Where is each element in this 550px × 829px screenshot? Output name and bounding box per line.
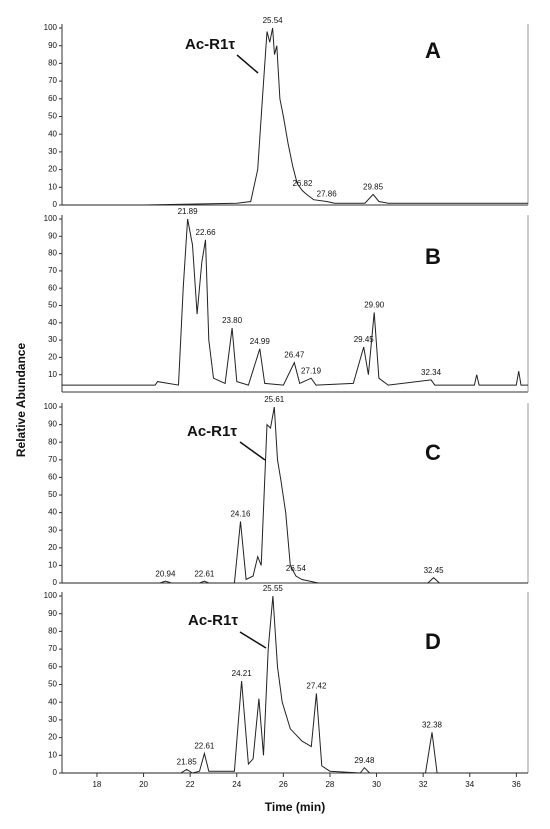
x-tick-label: 22 — [186, 780, 195, 789]
y-tick-label: 30 — [48, 147, 57, 156]
y-tick-label: 50 — [48, 680, 57, 689]
peak-label: 25.61 — [264, 395, 285, 404]
peak-label: 22.66 — [196, 228, 217, 237]
peak-label: 24.99 — [250, 337, 271, 346]
peak-label: 26.54 — [286, 564, 307, 573]
x-tick-label: 20 — [139, 780, 148, 789]
y-tick-label: 80 — [48, 59, 57, 68]
panel-letter: C — [425, 440, 441, 465]
peak-label: 32.45 — [424, 566, 445, 575]
peak-label: 25.54 — [263, 16, 284, 25]
y-tick-label: 30 — [48, 715, 57, 724]
y-tick-label: 60 — [48, 283, 57, 292]
annotation: Ac-R1τ — [185, 36, 235, 53]
peak-label: 29.85 — [363, 182, 384, 191]
peak-label: 29.48 — [354, 756, 375, 765]
y-tick-label: 100 — [44, 402, 58, 411]
y-tick-label: 20 — [48, 543, 57, 552]
y-tick-label: 70 — [48, 266, 57, 275]
peak-label: 32.38 — [422, 720, 443, 729]
annotation: Ac-R1τ — [187, 423, 237, 440]
y-tick-label: 90 — [48, 420, 57, 429]
y-tick-label: 100 — [44, 591, 58, 600]
x-tick-label: 32 — [419, 780, 428, 789]
y-tick-label: 90 — [48, 231, 57, 240]
annotation-leader — [239, 441, 266, 461]
y-tick-label: 100 — [44, 214, 58, 223]
peak-label: 25.55 — [263, 584, 284, 593]
x-tick-label: 36 — [512, 780, 521, 789]
y-tick-label: 70 — [48, 644, 57, 653]
y-tick-label: 30 — [48, 525, 57, 534]
y-tick-label: 60 — [48, 473, 57, 482]
y-tick-label: 0 — [53, 200, 58, 209]
y-axis-label: Relative Abundance — [14, 343, 28, 458]
y-tick-label: 60 — [48, 94, 57, 103]
y-tick-label: 40 — [48, 697, 57, 706]
peak-label: 26.47 — [284, 351, 305, 360]
x-tick-label: 30 — [372, 780, 381, 789]
panel-letter: D — [425, 629, 441, 654]
y-tick-label: 70 — [48, 455, 57, 464]
x-tick-label: 18 — [92, 780, 101, 789]
trace — [62, 27, 528, 206]
peak-label: 22.61 — [194, 569, 215, 578]
panel-letter: A — [425, 38, 441, 63]
y-tick-label: 20 — [48, 733, 57, 742]
y-tick-label: 10 — [48, 561, 57, 570]
y-tick-label: 20 — [48, 165, 57, 174]
y-tick-label: 10 — [48, 182, 57, 191]
y-tick-label: 50 — [48, 301, 57, 310]
peak-label: 27.19 — [301, 366, 322, 375]
annotation: Ac-R1τ — [188, 612, 238, 629]
y-tick-label: 40 — [48, 318, 57, 327]
y-tick-label: 0 — [53, 578, 58, 587]
peak-label: 27.86 — [317, 190, 338, 199]
y-tick-label: 40 — [48, 508, 57, 517]
peak-label: 21.89 — [178, 207, 199, 216]
y-tick-label: 10 — [48, 370, 57, 379]
peak-label: 20.94 — [155, 569, 176, 578]
peak-label: 27.42 — [306, 681, 327, 690]
y-tick-label: 50 — [48, 112, 57, 121]
trace — [62, 218, 528, 386]
y-tick-label: 50 — [48, 490, 57, 499]
y-tick-label: 10 — [48, 750, 57, 759]
y-tick-label: 20 — [48, 353, 57, 362]
peak-label: 24.16 — [230, 510, 251, 519]
y-tick-label: 70 — [48, 76, 57, 85]
y-tick-label: 90 — [48, 41, 57, 50]
y-tick-label: 80 — [48, 627, 57, 636]
y-tick-label: 30 — [48, 335, 57, 344]
x-tick-label: 26 — [279, 780, 288, 789]
x-axis-label: Time (min) — [265, 800, 325, 814]
annotation-leader — [236, 54, 259, 74]
peak-label: 32.34 — [421, 368, 442, 377]
y-tick-label: 60 — [48, 662, 57, 671]
peak-label: 24.21 — [232, 669, 253, 678]
peak-label: 21.85 — [177, 758, 198, 767]
peak-label: 26.82 — [292, 179, 313, 188]
y-tick-label: 100 — [44, 23, 58, 32]
trace — [62, 406, 528, 584]
panel-letter: B — [425, 244, 441, 269]
trace — [62, 595, 528, 774]
peak-label: 29.45 — [354, 335, 375, 344]
x-tick-label: 28 — [325, 780, 334, 789]
peak-label: 29.90 — [364, 301, 385, 310]
peak-label: 22.61 — [194, 742, 215, 751]
y-tick-label: 80 — [48, 437, 57, 446]
y-tick-label: 90 — [48, 609, 57, 618]
x-tick-label: 24 — [232, 780, 241, 789]
y-tick-label: 40 — [48, 129, 57, 138]
y-tick-label: 80 — [48, 249, 57, 258]
peak-label: 23.80 — [222, 316, 243, 325]
annotation-leader — [239, 631, 267, 649]
x-tick-label: 34 — [465, 780, 474, 789]
y-tick-label: 0 — [53, 768, 58, 777]
